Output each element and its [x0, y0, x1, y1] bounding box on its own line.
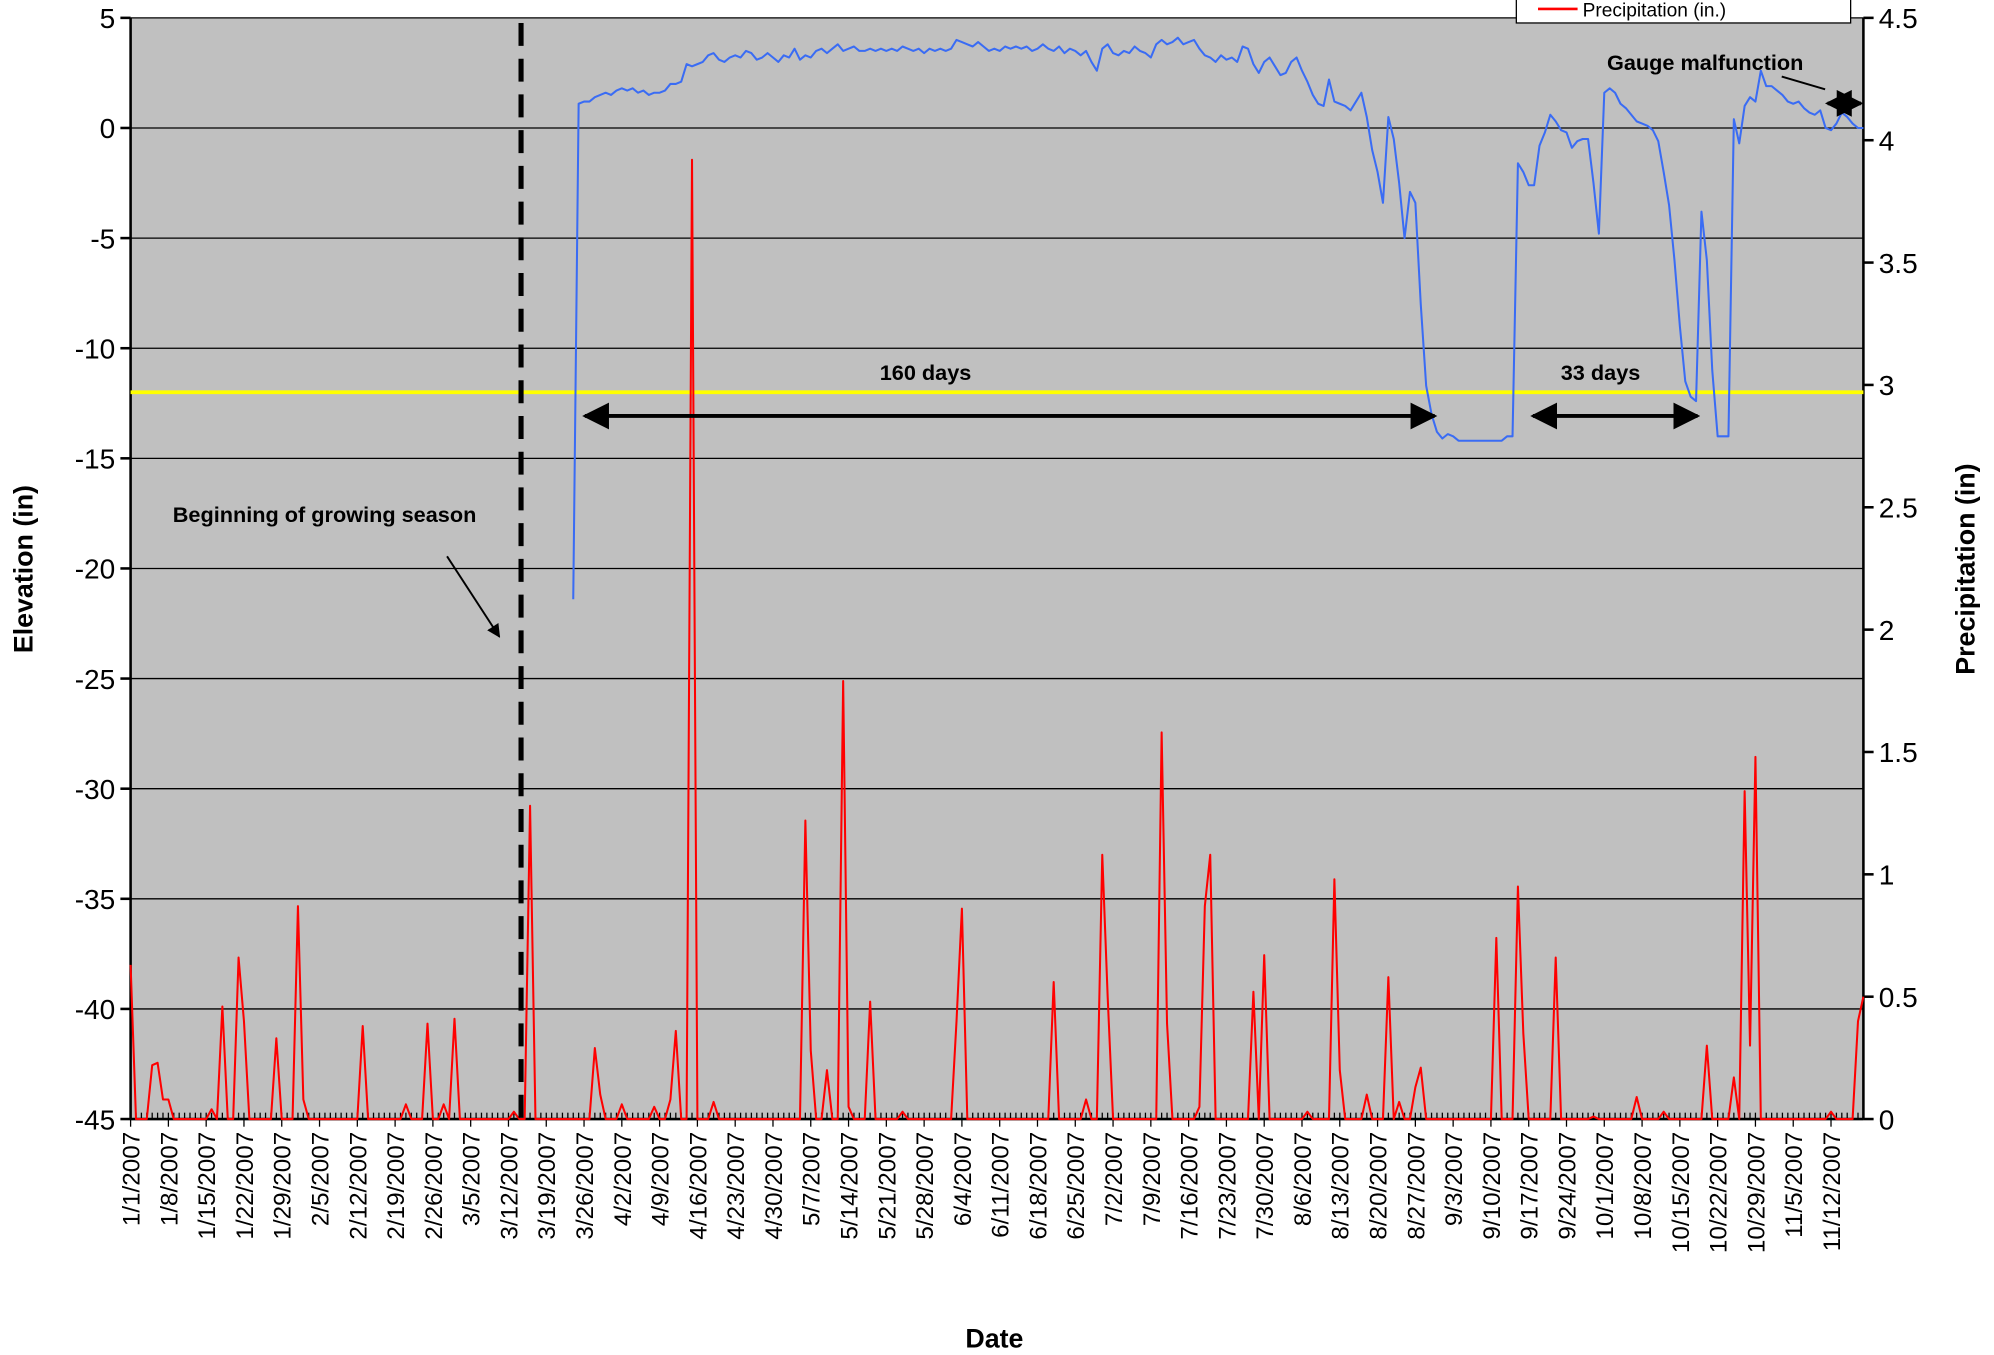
annotation: Gauge malfunction	[1607, 50, 1803, 75]
y-axis-title: Elevation (in)	[8, 485, 38, 653]
y-tick-label: 5	[100, 3, 116, 34]
x-tick-label: 2/19/2007	[383, 1132, 410, 1240]
x-tick-label: 6/4/2007	[950, 1132, 977, 1226]
y2-tick-label: 0	[1879, 1104, 1895, 1135]
x-tick-label: 3/12/2007	[496, 1132, 523, 1240]
x-tick-label: 3/5/2007	[459, 1132, 486, 1226]
y-tick-label: -35	[75, 884, 116, 915]
y-tick-label: -15	[75, 444, 116, 475]
series-line	[572, 36, 1864, 600]
x-tick-label: 3/19/2007	[534, 1132, 561, 1240]
annotation-arrow	[1781, 75, 1826, 91]
y2-tick-label: 4	[1879, 125, 1895, 156]
x-tick-label: 11/5/2007	[1781, 1132, 1808, 1238]
x-tick-label: 7/23/2007	[1214, 1132, 1241, 1240]
x-tick-label: 2/12/2007	[345, 1132, 372, 1240]
y-tick-label: -40	[75, 994, 116, 1025]
y2-tick-label: 2	[1879, 615, 1895, 646]
x-tick-label: 10/29/2007	[1743, 1132, 1770, 1253]
x-tick-label: 4/30/2007	[761, 1132, 788, 1240]
x-tick-label: 5/14/2007	[836, 1132, 863, 1240]
y-tick-label: -25	[75, 664, 116, 695]
x-tick-label: 7/30/2007	[1252, 1132, 1279, 1240]
x-tick-label: 8/20/2007	[1365, 1132, 1392, 1240]
x-tick-label: 9/10/2007	[1479, 1132, 1506, 1240]
x-tick-label: 8/6/2007	[1290, 1132, 1317, 1226]
y2-tick-label: 3	[1879, 370, 1895, 401]
y-tick-label: -5	[90, 223, 115, 254]
x-tick-label: 6/25/2007	[1063, 1132, 1090, 1240]
x-tick-label: 10/22/2007	[1706, 1132, 1733, 1253]
y2-tick-label: 1	[1879, 860, 1895, 891]
x-tick-label: 10/1/2007	[1592, 1132, 1619, 1240]
annotation-arrow	[446, 555, 501, 638]
annotation: Beginning of growing season	[173, 502, 477, 527]
x-tick-label: 1/1/2007	[119, 1132, 146, 1226]
y-tick-label: -45	[75, 1104, 116, 1135]
x-tick-label: 7/9/2007	[1139, 1132, 1166, 1226]
y2-tick-label: 2.5	[1879, 492, 1918, 523]
y-tick-label: -10	[75, 333, 116, 364]
x-tick-label: 7/16/2007	[1177, 1132, 1204, 1240]
x-tick-label: 4/16/2007	[685, 1132, 712, 1240]
y-tick-label: -20	[75, 554, 116, 585]
x-axis-title: Date	[965, 1323, 1023, 1350]
x-tick-label: 1/29/2007	[270, 1132, 297, 1240]
y-tick-label: 0	[100, 113, 116, 144]
y2-axis-title: Precipitation (in)	[1950, 463, 1980, 674]
y-tick-label: -30	[75, 774, 116, 805]
legend-box	[1515, 0, 1852, 24]
x-tick-label: 5/28/2007	[912, 1132, 939, 1240]
x-tick-label: 9/17/2007	[1517, 1132, 1544, 1240]
x-tick-label: 4/2/2007	[610, 1132, 637, 1226]
x-tick-label: 9/3/2007	[1441, 1132, 1468, 1226]
y2-tick-label: 4.5	[1879, 3, 1918, 34]
x-tick-label: 8/27/2007	[1403, 1132, 1430, 1240]
x-tick-label: 11/12/2007	[1819, 1132, 1846, 1252]
x-tick-label: 1/22/2007	[232, 1132, 259, 1240]
annotation: 33 days	[1561, 360, 1641, 385]
x-tick-label: 3/26/2007	[572, 1132, 599, 1240]
series-line	[129, 158, 1865, 1121]
x-tick-label: 4/9/2007	[648, 1132, 675, 1226]
legend-label: Precipitation (in.)	[1583, 1, 1726, 22]
x-tick-label: 1/8/2007	[156, 1132, 183, 1226]
y2-tick-label: 1.5	[1879, 737, 1918, 768]
x-tick-label: 10/15/2007	[1668, 1132, 1695, 1253]
x-tick-label: 2/26/2007	[421, 1132, 448, 1240]
annotation: 160 days	[880, 360, 972, 385]
x-tick-label: 9/24/2007	[1554, 1132, 1581, 1240]
legend: Precipitation (in.)	[1515, 0, 1852, 24]
x-tick-label: 5/21/2007	[874, 1132, 901, 1240]
x-tick-label: 6/18/2007	[1025, 1132, 1052, 1240]
x-tick-label: 7/2/2007	[1101, 1132, 1128, 1226]
x-tick-label: 5/7/2007	[799, 1132, 826, 1226]
y2-tick-label: 3.5	[1879, 248, 1918, 279]
x-tick-label: 8/13/2007	[1328, 1132, 1355, 1240]
x-tick-label: 2/5/2007	[307, 1132, 334, 1226]
x-tick-label: 1/15/2007	[194, 1132, 221, 1240]
x-tick-label: 4/23/2007	[723, 1132, 750, 1240]
x-tick-label: 10/8/2007	[1630, 1132, 1657, 1240]
y2-tick-label: 0.5	[1879, 982, 1918, 1013]
x-tick-label: 6/11/2007	[988, 1132, 1015, 1238]
